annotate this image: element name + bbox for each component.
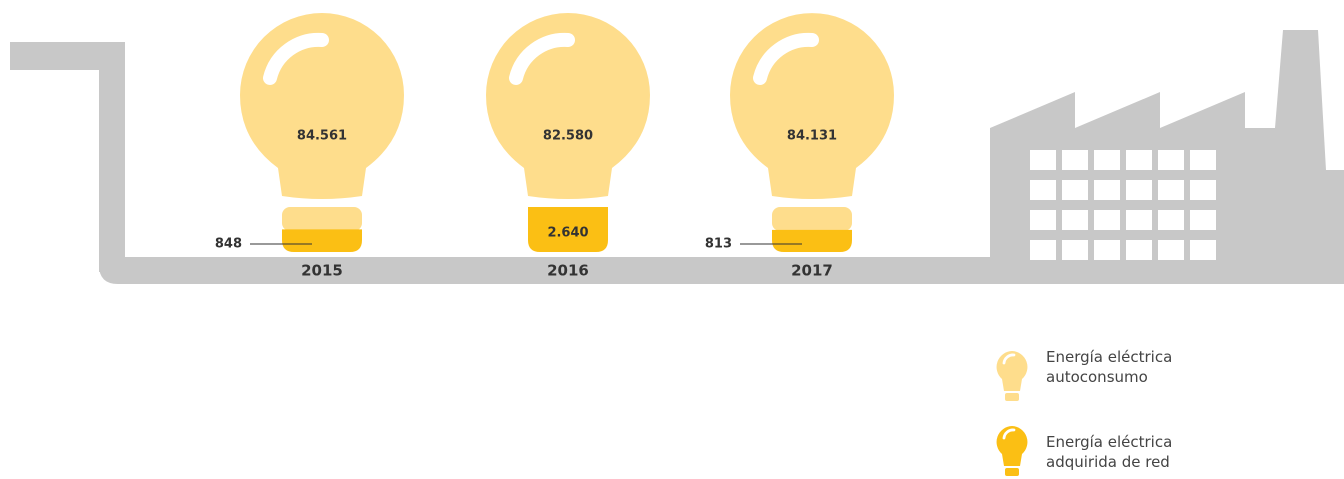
value-label: 848 bbox=[215, 237, 242, 252]
red-fill bbox=[772, 229, 852, 252]
bulb-base bbox=[772, 207, 852, 231]
legend-entry: Energía eléctrica autoconsumo bbox=[1046, 348, 1173, 386]
legend-icon bbox=[996, 351, 1028, 401]
red-fill bbox=[282, 229, 362, 252]
factory bbox=[990, 30, 1344, 284]
bulb-highlight bbox=[263, 32, 329, 85]
value-label: 84.131 bbox=[787, 129, 837, 144]
value-label: 84.561 bbox=[297, 129, 347, 144]
x-tick-label: 2016 bbox=[547, 262, 589, 280]
bulb-highlight bbox=[753, 32, 819, 85]
x-tick-label: 2017 bbox=[791, 262, 833, 280]
bulb-highlight bbox=[509, 32, 575, 85]
legend-icon bbox=[996, 426, 1028, 476]
value-label: 813 bbox=[705, 237, 732, 252]
x-tick-label: 2015 bbox=[301, 262, 343, 280]
bulb-base bbox=[282, 207, 362, 231]
pipe bbox=[10, 42, 1010, 284]
red-fill bbox=[528, 207, 608, 252]
value-label: 82.580 bbox=[543, 129, 593, 144]
value-label: 2.640 bbox=[547, 226, 588, 241]
legend-entry: Energía eléctrica adquirida de red bbox=[1046, 433, 1173, 471]
